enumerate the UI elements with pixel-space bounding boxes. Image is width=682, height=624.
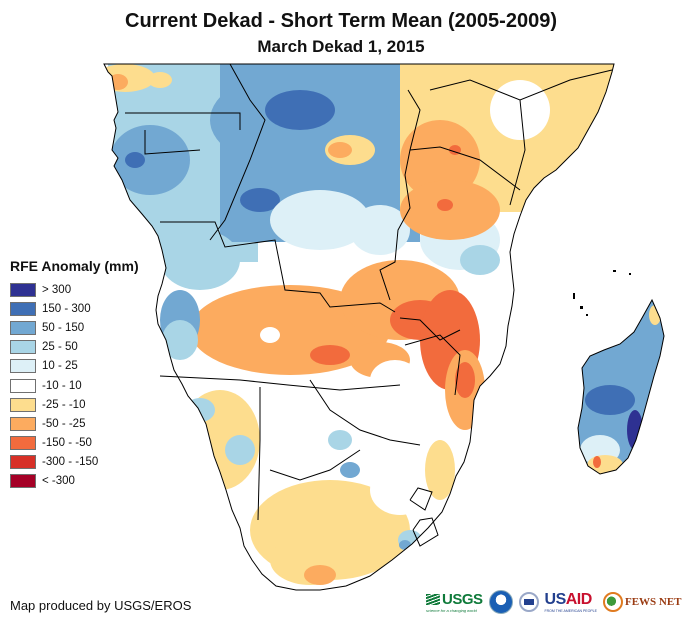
- country-borders: [103, 63, 615, 591]
- legend: RFE Anomaly (mm) > 300 150 - 300 50 - 150 2…: [10, 258, 139, 491]
- legend-swatch: [10, 455, 36, 470]
- legend-item: 150 - 300: [10, 299, 139, 318]
- legend-label: -300 - -150: [42, 456, 99, 469]
- legend-item: -50 - -25: [10, 414, 139, 433]
- africa-mainland: [104, 64, 614, 590]
- legend-label: -150 - -50: [42, 437, 92, 450]
- map-credit: Map produced by USGS/EROS: [10, 598, 192, 613]
- legend-swatch: [10, 340, 36, 355]
- legend-item: < -300: [10, 472, 139, 491]
- legend-swatch: [10, 397, 36, 412]
- legend-swatch: [10, 359, 36, 374]
- usgs-waves-icon: [426, 594, 440, 605]
- legend-swatch: [10, 416, 36, 431]
- legend-swatch: [10, 301, 36, 316]
- usaid-tagline: FROM THE AMERICAN PEOPLE: [544, 609, 597, 613]
- islands: [573, 270, 631, 316]
- legend-label: 50 - 150: [42, 321, 85, 334]
- legend-item: 25 - 50: [10, 338, 139, 357]
- usaid-seal-icon: [518, 592, 539, 612]
- usgs-tagline: science for a changing world: [426, 608, 477, 613]
- madagascar: [578, 300, 664, 474]
- legend-label: -10 - 10: [42, 379, 82, 392]
- usgs-logo-text: USGS: [442, 591, 483, 608]
- madagascar-outline: [577, 298, 665, 475]
- legend-swatch: [10, 320, 36, 335]
- fews-net-text: FEWS NET: [624, 596, 682, 608]
- legend-swatch: [10, 474, 36, 489]
- legend-item: > 300: [10, 280, 139, 299]
- globe-icon: [602, 592, 623, 612]
- legend-item: -300 - -150: [10, 453, 139, 472]
- legend-swatch: [10, 378, 36, 393]
- legend-item: 10 - 25: [10, 357, 139, 376]
- legend-item: -150 - -50: [10, 434, 139, 453]
- usgs-logo: USGS science for a changing world: [426, 591, 483, 613]
- legend-label: 150 - 300: [42, 302, 91, 315]
- fews-net-logo: FEWS NET: [602, 592, 682, 612]
- legend-label: -50 - -25: [42, 417, 86, 430]
- legend-label: > 300: [42, 283, 72, 296]
- usaid-aid-text: AID: [565, 591, 593, 608]
- legend-label: -25 - -10: [42, 398, 86, 411]
- logos: USGS science for a changing world USAID …: [426, 587, 682, 617]
- legend-label: 10 - 25: [42, 360, 78, 373]
- noaa-logo-icon: [488, 590, 513, 614]
- map-title: Current Dekad - Short Term Mean (2005-20…: [125, 10, 557, 32]
- legend-label: < -300: [42, 475, 75, 488]
- usaid-us-text: US: [544, 591, 567, 608]
- usaid-logo: USAID FROM THE AMERICAN PEOPLE: [545, 591, 597, 613]
- legend-title: RFE Anomaly (mm): [10, 258, 139, 274]
- legend-item: -10 - 10: [10, 376, 139, 395]
- legend-swatch: [10, 436, 36, 451]
- map-subtitle: March Dekad 1, 2015: [257, 37, 425, 56]
- legend-item: 50 - 150: [10, 318, 139, 337]
- legend-item: -25 - -10: [10, 395, 139, 414]
- legend-label: 25 - 50: [42, 341, 78, 354]
- legend-swatch: [10, 282, 36, 297]
